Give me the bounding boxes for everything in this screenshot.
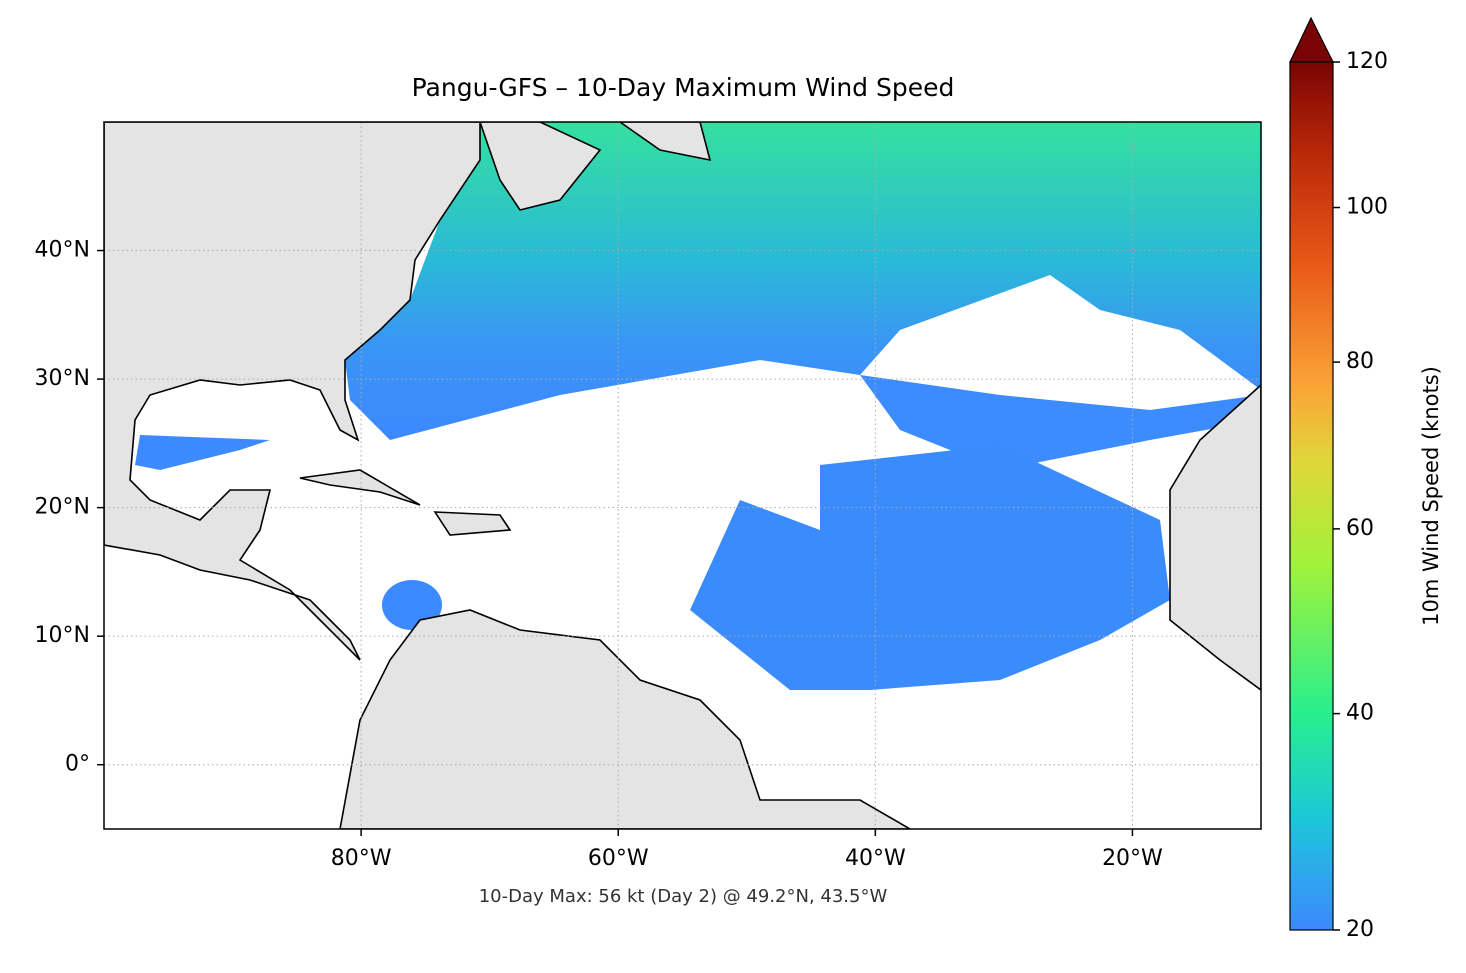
y-tick-label: 30°N (35, 366, 90, 391)
y-tick-label: 0° (65, 752, 90, 777)
wind-field (382, 580, 442, 630)
land (339, 609, 912, 829)
wind-field (860, 375, 1261, 470)
x-tick-label: 80°W (331, 846, 392, 871)
x-tick-label: 20°W (1102, 846, 1163, 871)
land (1169, 383, 1261, 691)
colorbar-tick-label: 60 (1346, 516, 1374, 541)
land (433, 511, 512, 536)
wind-field (345, 122, 1261, 440)
land (299, 469, 421, 506)
x-tick-label: 60°W (588, 846, 649, 871)
land (618, 122, 712, 162)
wind-field (690, 445, 1170, 690)
wind-peak (700, 122, 980, 182)
land (104, 122, 481, 661)
x-tick-label: 40°W (845, 846, 906, 871)
colorbar (1289, 61, 1334, 931)
y-tick-label: 40°N (35, 238, 90, 263)
map-area (104, 122, 1261, 829)
annotation: 10-Day Max: 56 kt (Day 2) @ 49.2°N, 43.5… (479, 886, 888, 907)
y-tick-label: 10°N (35, 623, 90, 648)
wind-field (135, 435, 270, 470)
axes-frame (103, 121, 1262, 830)
colorbar-tick-label: 120 (1346, 49, 1388, 74)
y-tick-label: 20°N (35, 495, 90, 520)
colorbar-tick-label: 20 (1346, 917, 1374, 942)
colorbar-tick-label: 100 (1346, 195, 1388, 220)
chart-title: Pangu-GFS – 10-Day Maximum Wind Speed (412, 73, 955, 102)
land (479, 122, 602, 211)
colorbar-extend (1289, 16, 1334, 63)
colorbar-tick-label: 80 (1346, 349, 1374, 374)
colorbar-tick-label: 40 (1346, 701, 1374, 726)
colorbar-label: 10m Wind Speed (knots) (1419, 366, 1443, 626)
